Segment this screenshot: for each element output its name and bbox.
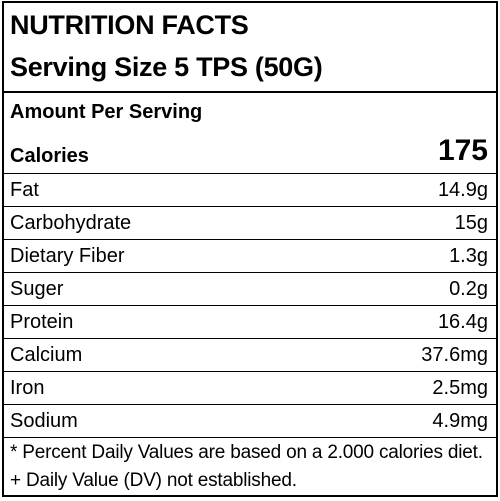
nutrient-name: Calcium — [10, 344, 83, 366]
nutrient-name: Fat — [10, 179, 39, 201]
nutrient-row-sodium: Sodium 4.9mg — [4, 404, 496, 437]
divider — [4, 437, 496, 438]
nutrient-name: Dietary Fiber — [10, 245, 125, 267]
nutrient-value: 16.4g — [437, 311, 488, 333]
serving-size: Serving Size 5 TPS (50G) — [10, 52, 323, 82]
nutrient-row-suger: Suger 0.2g — [4, 272, 496, 305]
footnote-daily-values: * Percent Daily Values are based on a 2.… — [10, 442, 483, 463]
footnote-dv-not-established: + Daily Value (DV) not established. — [10, 470, 297, 491]
nutrient-name: Iron — [10, 377, 45, 399]
nutrient-value: 0.2g — [449, 278, 488, 300]
calories-label: Calories — [10, 145, 89, 167]
nutrient-row-fat: Fat 14.9g — [4, 173, 496, 206]
nutrient-name: Protein — [10, 311, 74, 333]
nutrient-row-carbohydrate: Carbohydrate 15g — [4, 206, 496, 239]
calories-row: Calories 175 — [10, 133, 488, 173]
nutrient-row-calcium: Calcium 37.6mg — [4, 338, 496, 371]
nutrient-row-dietary-fiber: Dietary Fiber 1.3g — [4, 239, 496, 272]
nutrient-value: 14.9g — [437, 179, 488, 201]
calories-value: 175 — [437, 134, 488, 167]
nutrient-name: Carbohydrate — [10, 212, 132, 234]
nutrient-value: 4.9mg — [432, 410, 488, 432]
nutrient-table: Fat 14.9g Carbohydrate 15g Dietary Fiber… — [4, 173, 496, 437]
nutrient-name: Sodium — [10, 410, 78, 432]
nutrient-value: 15g — [454, 212, 488, 234]
nutrient-row-protein: Protein 16.4g — [4, 305, 496, 338]
amount-per-serving: Amount Per Serving — [10, 101, 203, 123]
nutrient-value: 2.5mg — [432, 377, 488, 399]
nutrient-value: 1.3g — [449, 245, 488, 267]
divider — [4, 91, 496, 93]
label-title: NUTRITION FACTS — [10, 10, 249, 40]
nutrient-row-iron: Iron 2.5mg — [4, 371, 496, 404]
nutrient-name: Suger — [10, 278, 64, 300]
nutrient-value: 37.6mg — [421, 344, 488, 366]
